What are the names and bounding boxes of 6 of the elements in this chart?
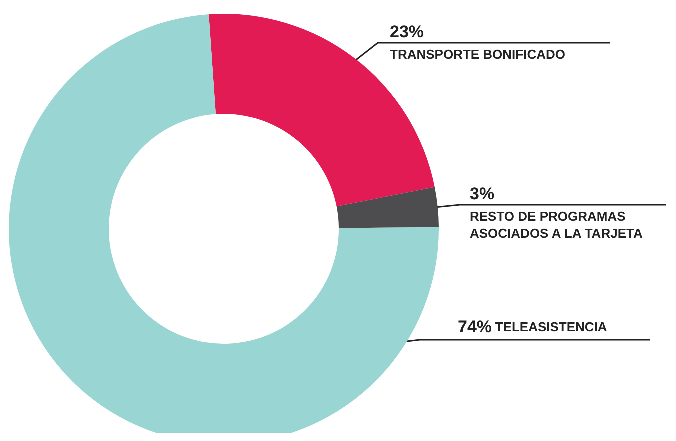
slice-label: RESTO DE PROGRAMAS ASOCIADOS A LA TARJETA — [470, 209, 644, 241]
data-label: 23% — [390, 22, 424, 42]
slice-label: TRANSPORTE BONIFICADO — [390, 47, 566, 62]
data-label: 74% — [458, 318, 492, 336]
slice-label: TELEASISTENCIA — [495, 320, 608, 334]
data-label: 3% — [470, 184, 495, 204]
